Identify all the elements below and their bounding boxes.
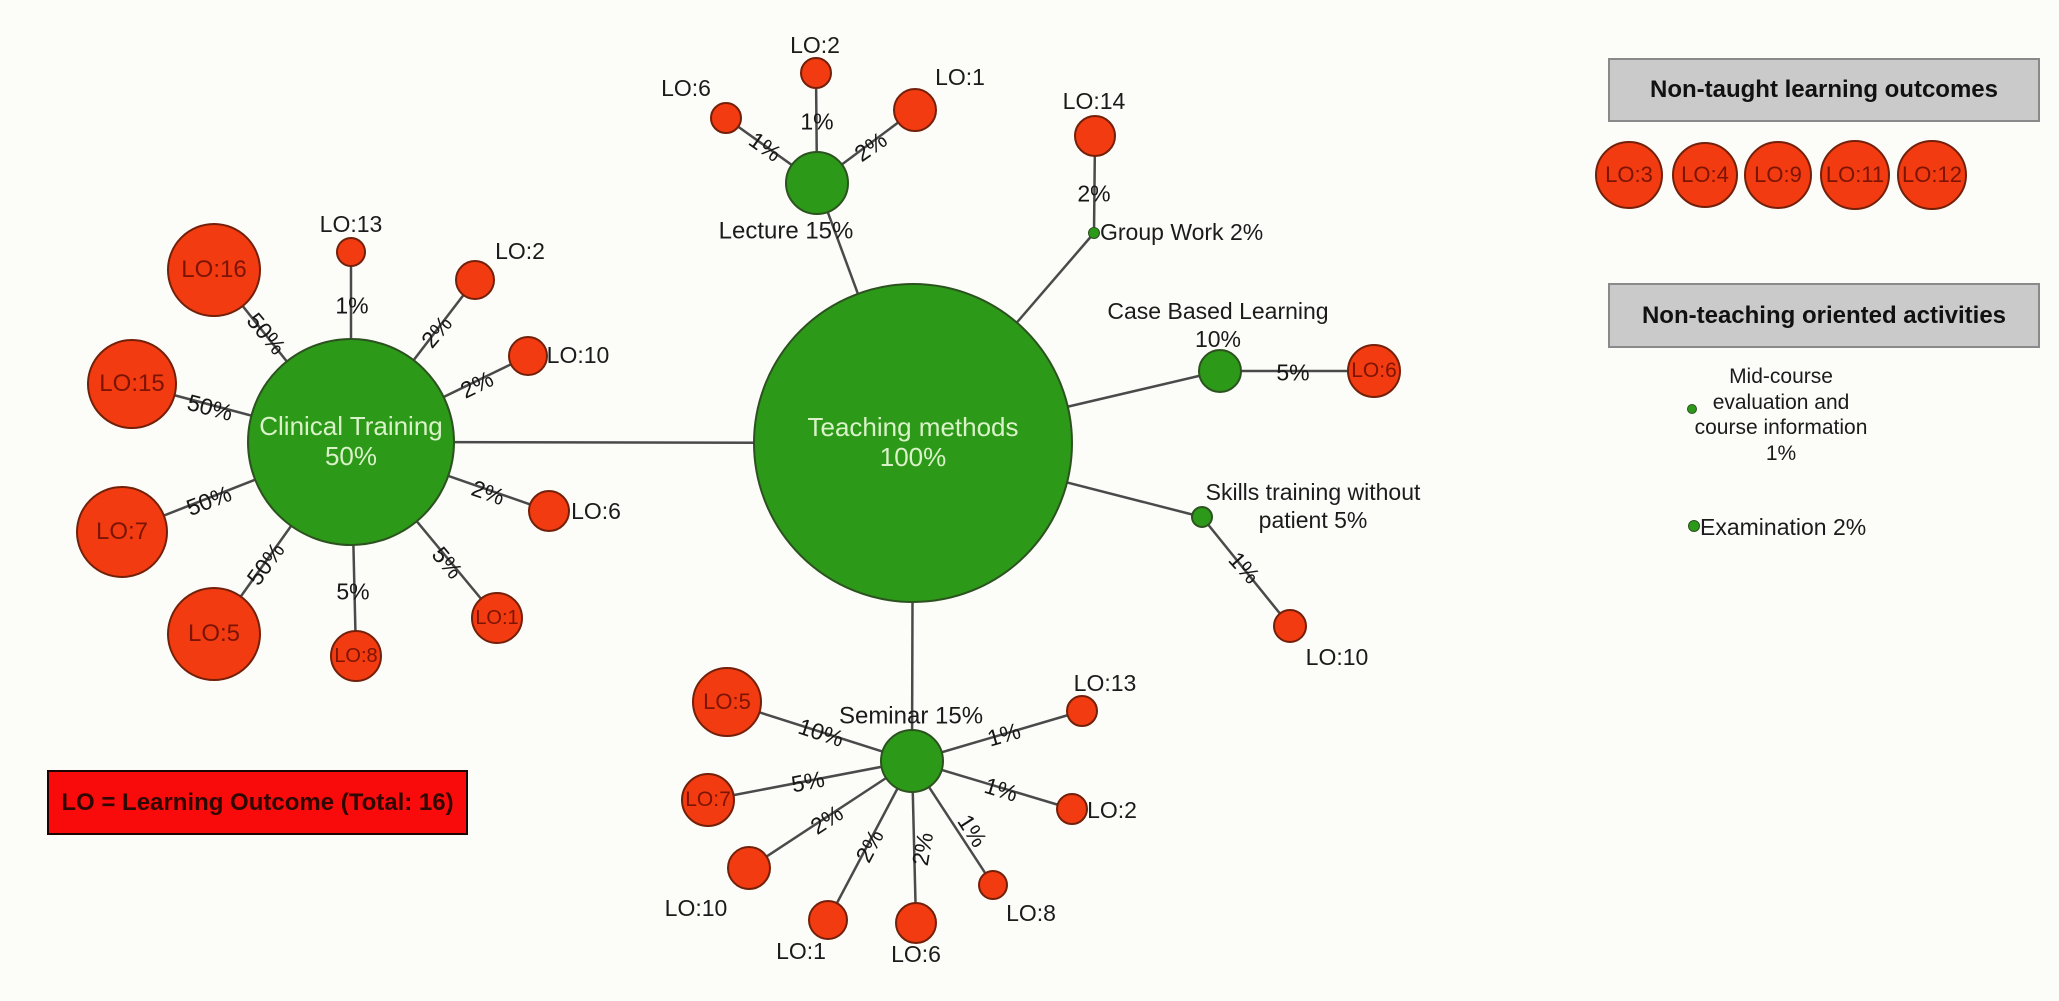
node-label-clinical-lo16: LO:16 bbox=[181, 256, 247, 284]
node-label-nontaught-lo3: LO:3 bbox=[1605, 162, 1653, 188]
legend-box: LO = Learning Outcome (Total: 16) bbox=[47, 770, 468, 835]
text-label: LO:13 bbox=[319, 210, 383, 237]
text-label: Case Based Learning 10% bbox=[1107, 297, 1329, 352]
text-label: LO:8 bbox=[1006, 899, 1056, 926]
node-lecture bbox=[785, 151, 849, 215]
node-case-based-learning bbox=[1198, 349, 1242, 393]
node-cbl-lo6: LO:6 bbox=[1347, 344, 1401, 398]
node-label-clinical-lo1: LO:1 bbox=[475, 606, 519, 629]
node-label-nontaught-lo11: LO:11 bbox=[1825, 162, 1885, 188]
node-seminar-lo13 bbox=[1066, 695, 1098, 727]
node-label-nontaught-lo12: LO:12 bbox=[1902, 162, 1962, 188]
node-skills-lo10 bbox=[1273, 609, 1307, 643]
node-nontaught-lo12: LO:12 bbox=[1897, 140, 1967, 210]
text-label: Skills training without patient 5% bbox=[1205, 478, 1421, 533]
node-label-clinical-lo8: LO:8 bbox=[334, 644, 378, 667]
node-label-clinical-lo5: LO:5 bbox=[187, 620, 241, 648]
node-seminar-lo8 bbox=[978, 870, 1008, 900]
node-label-clinical-training: Clinical Training 50% bbox=[259, 411, 443, 471]
node-nontaught-lo3: LO:3 bbox=[1595, 141, 1663, 209]
node-clinical-lo8: LO:8 bbox=[330, 630, 382, 682]
text-label: LO:10 bbox=[1305, 643, 1369, 670]
text-label: LO:1 bbox=[935, 63, 985, 90]
node-teaching-methods: Teaching methods 100% bbox=[753, 283, 1073, 603]
text-label: LO:14 bbox=[1062, 87, 1126, 114]
node-label-clinical-lo15: LO:15 bbox=[99, 370, 165, 398]
node-label-nontaught-lo9: LO:9 bbox=[1754, 162, 1802, 188]
text-label: Mid-course evaluation and course informa… bbox=[1694, 364, 1868, 465]
node-clinical-training: Clinical Training 50% bbox=[247, 338, 455, 546]
node-label-teaching-methods: Teaching methods 100% bbox=[807, 412, 1019, 472]
node-label-clinical-lo7: LO:7 bbox=[95, 518, 149, 546]
node-lecture-lo6 bbox=[710, 102, 742, 134]
edge-label: 1% bbox=[800, 108, 834, 135]
node-seminar-lo1 bbox=[808, 900, 848, 940]
edge-label: 5% bbox=[1276, 359, 1310, 386]
node-clinical-lo1: LO:1 bbox=[471, 592, 523, 644]
node-nontaught-lo4: LO:4 bbox=[1672, 142, 1738, 208]
node-label-seminar-lo5: LO:5 bbox=[703, 689, 751, 715]
panel-non-taught-title: Non-taught learning outcomes bbox=[1650, 76, 1998, 103]
edge-label: 1% bbox=[335, 292, 369, 319]
node-seminar-lo7: LO:7 bbox=[681, 773, 735, 827]
node-seminar-lo5: LO:5 bbox=[692, 667, 762, 737]
text-label: LO:1 bbox=[776, 937, 826, 964]
panel-non-teaching-header: Non-teaching oriented activities bbox=[1608, 283, 2040, 348]
node-seminar bbox=[880, 729, 944, 793]
text-label: LO:6 bbox=[661, 74, 711, 101]
edge-label: 5% bbox=[336, 578, 370, 605]
node-nontaught-lo11: LO:11 bbox=[1820, 140, 1890, 210]
node-seminar-lo2 bbox=[1056, 793, 1088, 825]
text-label: LO:13 bbox=[1073, 669, 1137, 696]
node-clinical-lo15: LO:15 bbox=[87, 339, 177, 429]
text-label: LO:6 bbox=[891, 940, 941, 967]
node-groupwork-lo14 bbox=[1074, 115, 1116, 157]
text-label: Group Work 2% bbox=[1100, 218, 1264, 245]
node-clinical-lo2 bbox=[455, 260, 495, 300]
node-label-nontaught-lo4: LO:4 bbox=[1681, 162, 1729, 188]
edge-label: 2% bbox=[906, 830, 939, 868]
panel-non-taught-header: Non-taught learning outcomes bbox=[1608, 58, 2040, 122]
edge-line bbox=[1201, 516, 1291, 627]
node-examination-dot bbox=[1688, 520, 1700, 532]
node-seminar-lo6 bbox=[895, 902, 937, 944]
text-label: LO:2 bbox=[790, 31, 840, 58]
text-label: LO:10 bbox=[664, 894, 728, 921]
edge-label: 2% bbox=[1077, 180, 1111, 207]
node-clinical-lo7: LO:7 bbox=[76, 486, 168, 578]
node-group-work-dot bbox=[1088, 227, 1100, 239]
node-clinical-lo6 bbox=[528, 490, 570, 532]
panel-non-teaching-title: Non-teaching oriented activities bbox=[1641, 301, 2007, 329]
node-lecture-lo1 bbox=[893, 88, 937, 132]
text-label: Lecture 15% bbox=[718, 217, 854, 245]
text-label: LO:10 bbox=[546, 341, 610, 368]
node-seminar-lo10 bbox=[727, 846, 771, 890]
text-label: LO:2 bbox=[495, 237, 545, 264]
legend-text: LO = Learning Outcome (Total: 16) bbox=[61, 788, 454, 816]
node-lecture-lo2 bbox=[800, 57, 832, 89]
text-label: LO:2 bbox=[1087, 796, 1137, 823]
node-clinical-lo16: LO:16 bbox=[167, 223, 261, 317]
node-nontaught-lo9: LO:9 bbox=[1744, 141, 1812, 209]
node-label-seminar-lo7: LO:7 bbox=[685, 787, 731, 811]
node-mid-course-dot bbox=[1687, 404, 1697, 414]
edge-line bbox=[707, 759, 913, 802]
node-label-cbl-lo6: LO:6 bbox=[1351, 358, 1397, 382]
text-label: LO:6 bbox=[571, 497, 621, 524]
node-skills-training-dot bbox=[1191, 506, 1213, 528]
text-label: Examination 2% bbox=[1700, 513, 1867, 540]
node-clinical-lo5: LO:5 bbox=[167, 587, 261, 681]
text-label: Seminar 15% bbox=[838, 702, 984, 730]
node-clinical-lo10 bbox=[508, 336, 548, 376]
node-clinical-lo13 bbox=[336, 237, 366, 267]
